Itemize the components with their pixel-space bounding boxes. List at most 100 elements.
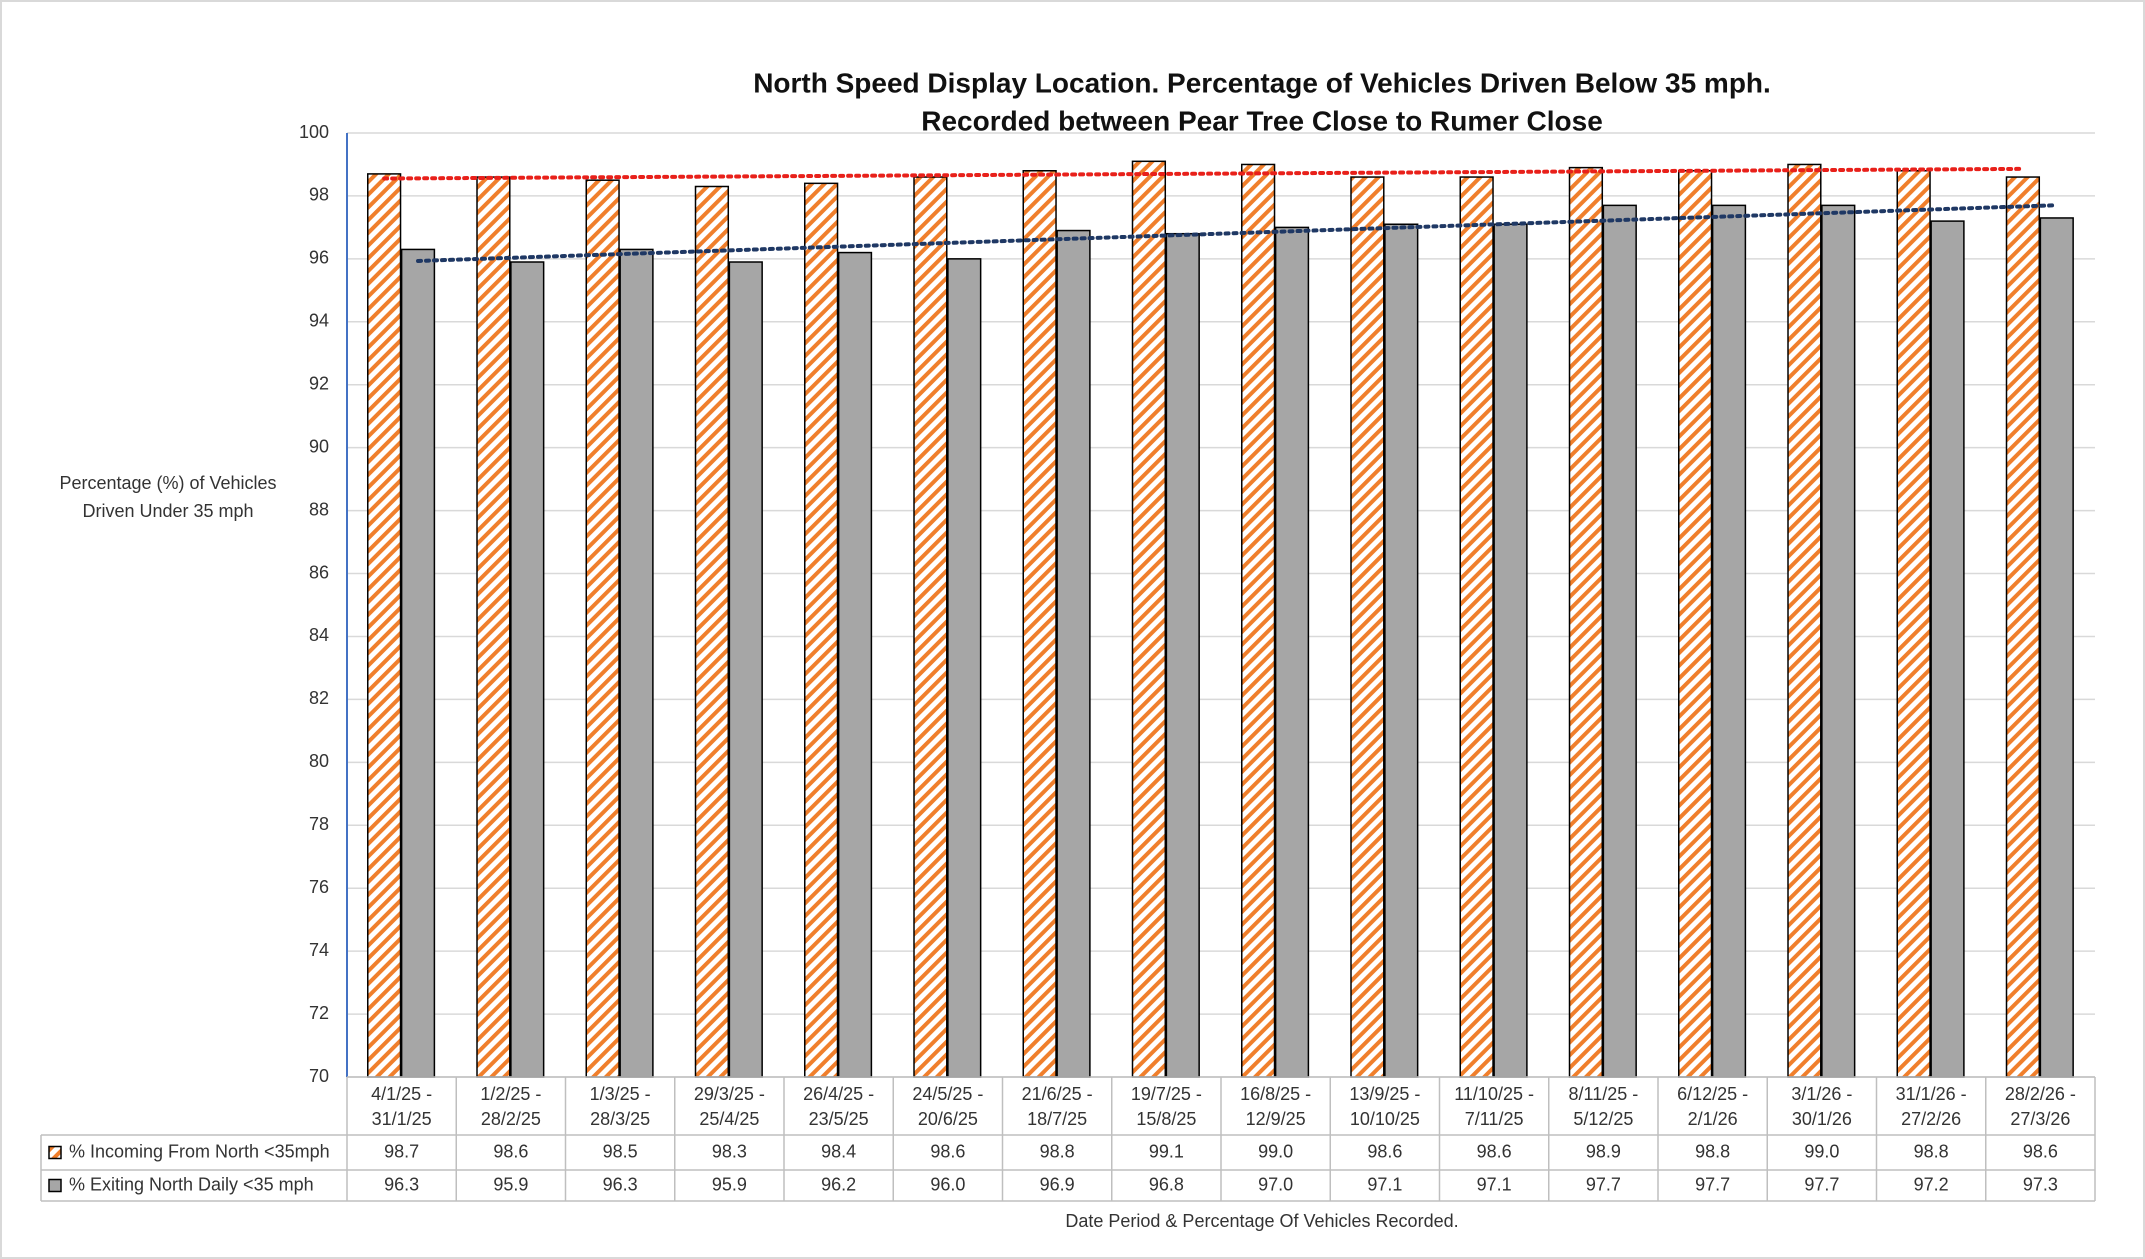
legend-swatch (48, 1178, 62, 1193)
x-tick-label: 27/3/26 (2010, 1109, 2070, 1129)
bar (1896, 170, 1931, 1078)
x-tick-label: 8/11/25 - (1569, 1084, 1639, 1104)
bar (1022, 170, 1057, 1078)
x-tick-label: 6/12/25 - (1677, 1084, 1748, 1104)
table-value: 96.3 (384, 1174, 419, 1194)
x-tick-label: 28/2/26 - (2005, 1084, 2076, 1104)
y-tick-label: 84 (309, 625, 329, 645)
bar (510, 261, 545, 1078)
y-tick-label: 76 (309, 877, 329, 897)
chart-subtitle: Recorded between Pear Tree Close to Rume… (921, 105, 1603, 136)
bar (400, 248, 436, 1078)
x-tick-label: 7/11/25 (1465, 1109, 1524, 1129)
table-value: 97.1 (1477, 1174, 1512, 1194)
table-value: 96.9 (1040, 1174, 1075, 1194)
bar (1131, 160, 1167, 1078)
bar (913, 176, 948, 1078)
table-value: 97.3 (2023, 1174, 2058, 1194)
x-tick-label: 21/6/25 - (1022, 1084, 1093, 1104)
x-tick-label: 3/1/26 - (1791, 1084, 1852, 1104)
y-tick-label: 78 (309, 814, 329, 834)
table-value: 98.6 (930, 1141, 965, 1161)
x-tick-label: 16/8/25 - (1240, 1084, 1311, 1104)
bar (1711, 204, 1747, 1078)
x-tick-label: 11/10/25 - (1454, 1084, 1534, 1104)
x-tick-label: 24/5/25 - (912, 1084, 983, 1104)
table-value: 95.9 (712, 1174, 747, 1194)
bar (804, 182, 839, 1078)
bar (619, 248, 654, 1078)
bar (1493, 223, 1528, 1078)
x-tick-label: 29/3/25 - (694, 1084, 765, 1104)
x-tick-label: 15/8/25 (1136, 1109, 1196, 1129)
table-value: 99.0 (1804, 1141, 1839, 1161)
x-tick-label: 25/4/25 (699, 1109, 759, 1129)
x-tick-label: 23/5/25 (809, 1109, 869, 1129)
table-value: 95.9 (493, 1174, 528, 1194)
trendline (382, 166, 2025, 181)
table-value: 98.9 (1586, 1141, 1621, 1161)
y-tick-label: 92 (309, 373, 329, 393)
bar (2005, 176, 2041, 1078)
y-tick-label: 98 (309, 185, 329, 205)
table-value: 98.6 (1367, 1141, 1402, 1161)
x-tick-label: 27/2/26 (1901, 1109, 1961, 1129)
table-value: 98.6 (1477, 1141, 1512, 1161)
bar (1568, 166, 1604, 1078)
table-value: 98.8 (1914, 1141, 1949, 1161)
x-tick-label: 10/10/25 (1350, 1109, 1420, 1129)
bar (1350, 176, 1385, 1078)
bar (1459, 176, 1494, 1078)
table-value: 96.2 (821, 1174, 856, 1194)
bar (1821, 204, 1856, 1078)
legend-label: % Exiting North Daily <35 mph (69, 1174, 314, 1194)
bar (1384, 223, 1419, 1078)
table-value: 98.8 (1040, 1141, 1075, 1161)
bar (1787, 163, 1822, 1078)
x-axis-label: Date Period & Percentage Of Vehicles Rec… (1065, 1211, 1458, 1231)
table-value: 97.7 (1695, 1174, 1730, 1194)
x-tick-label: 18/7/25 (1027, 1109, 1087, 1129)
bar (367, 173, 402, 1078)
x-tick-label: 5/12/25 (1573, 1109, 1633, 1129)
x-tick-label: 26/4/25 - (803, 1084, 874, 1104)
x-tick-label: 20/6/25 (918, 1109, 978, 1129)
table-value: 98.7 (384, 1141, 419, 1161)
x-tick-label: 19/7/25 - (1131, 1084, 1202, 1104)
table-value: 98.6 (2023, 1141, 2058, 1161)
table-value: 98.4 (821, 1141, 856, 1161)
table-value: 98.8 (1695, 1141, 1730, 1161)
bar (694, 185, 730, 1078)
table-value: 98.5 (603, 1141, 638, 1161)
chart-title: North Speed Display Location. Percentage… (753, 67, 1771, 98)
x-tick-label: 31/1/26 - (1896, 1084, 1967, 1104)
bar (1930, 220, 1965, 1078)
x-tick-label: 13/9/25 - (1349, 1084, 1420, 1104)
y-axis-label: Percentage (%) of Vehicles (59, 473, 276, 493)
legend-label: % Incoming From North <35mph (69, 1141, 330, 1161)
table-value: 96.3 (603, 1174, 638, 1194)
bar (585, 179, 620, 1078)
bar (1165, 232, 1200, 1078)
bar (947, 258, 982, 1078)
y-tick-label: 88 (309, 499, 329, 519)
bar (728, 261, 763, 1078)
x-tick-label: 30/1/26 (1792, 1109, 1852, 1129)
bar (1056, 229, 1091, 1078)
bar (1274, 226, 1310, 1078)
y-tick-label: 86 (309, 562, 329, 582)
bar (2039, 217, 2074, 1078)
table-value: 96.0 (930, 1174, 965, 1194)
bar (1602, 204, 1637, 1078)
table-value: 97.7 (1804, 1174, 1839, 1194)
x-tick-label: 4/1/25 - (371, 1084, 432, 1104)
y-tick-label: 96 (309, 248, 329, 268)
y-tick-label: 80 (309, 751, 329, 771)
table-value: 97.7 (1586, 1174, 1621, 1194)
x-tick-label: 28/3/25 (590, 1109, 650, 1129)
bar (1241, 163, 1276, 1078)
x-tick-label: 28/2/25 (481, 1109, 541, 1129)
trendline (416, 203, 2059, 263)
legend-swatch (48, 1145, 62, 1160)
